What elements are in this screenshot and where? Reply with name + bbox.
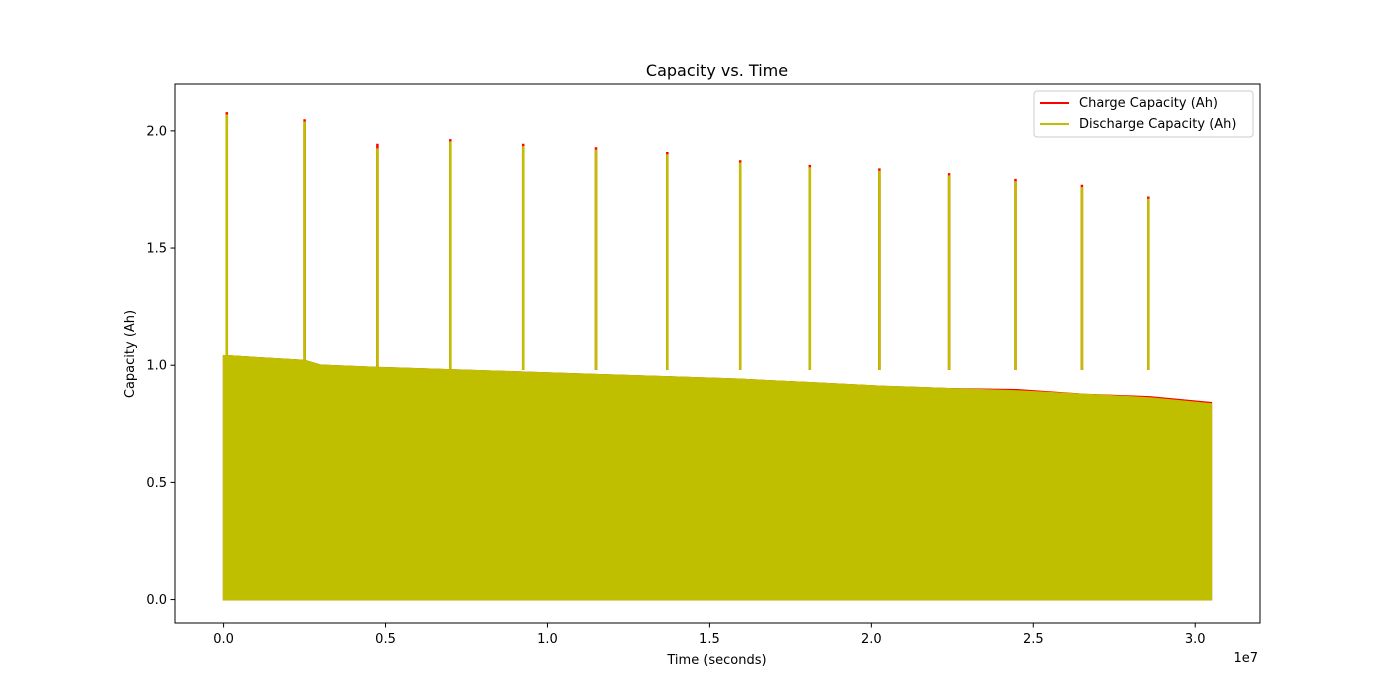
x-tick-label: 1.5 — [699, 632, 720, 647]
x-tick-label: 2.5 — [1023, 632, 1044, 647]
x-axis-offset-label: 1e7 — [1233, 651, 1258, 666]
y-tick-label: 2.0 — [146, 124, 167, 139]
legend-label-charge: Charge Capacity (Ah) — [1079, 96, 1218, 111]
series-discharge — [222, 114, 1213, 601]
x-tick-label: 3.0 — [1185, 632, 1206, 647]
x-axis-label: Time (seconds) — [666, 653, 766, 668]
y-tick-label: 1.5 — [146, 242, 167, 257]
x-tick-label: 0.0 — [213, 632, 234, 647]
plot-area — [222, 112, 1213, 601]
series-band — [222, 355, 1213, 601]
axes-frame — [174, 83, 1261, 624]
legend-label-discharge: Discharge Capacity (Ah) — [1079, 117, 1236, 132]
y-tick-label: 1.0 — [146, 359, 167, 374]
y-tick-label: 0.0 — [146, 593, 167, 608]
legend: Charge Capacity (Ah) Discharge Capacity … — [1033, 90, 1254, 138]
x-axis: 0.0 0.5 1.0 1.5 2.0 2.5 3.0 — [213, 623, 1206, 647]
legend-box — [1033, 90, 1254, 138]
x-tick-label: 0.5 — [375, 632, 396, 647]
x-tick-label: 2.0 — [861, 632, 882, 647]
chart-title: Capacity vs. Time — [646, 61, 788, 80]
y-axis: 0.0 0.5 1.0 1.5 2.0 — [146, 124, 175, 608]
x-tick-label: 1.0 — [537, 632, 558, 647]
y-tick-label: 0.5 — [146, 476, 167, 491]
y-axis-label: Capacity (Ah) — [123, 310, 138, 398]
